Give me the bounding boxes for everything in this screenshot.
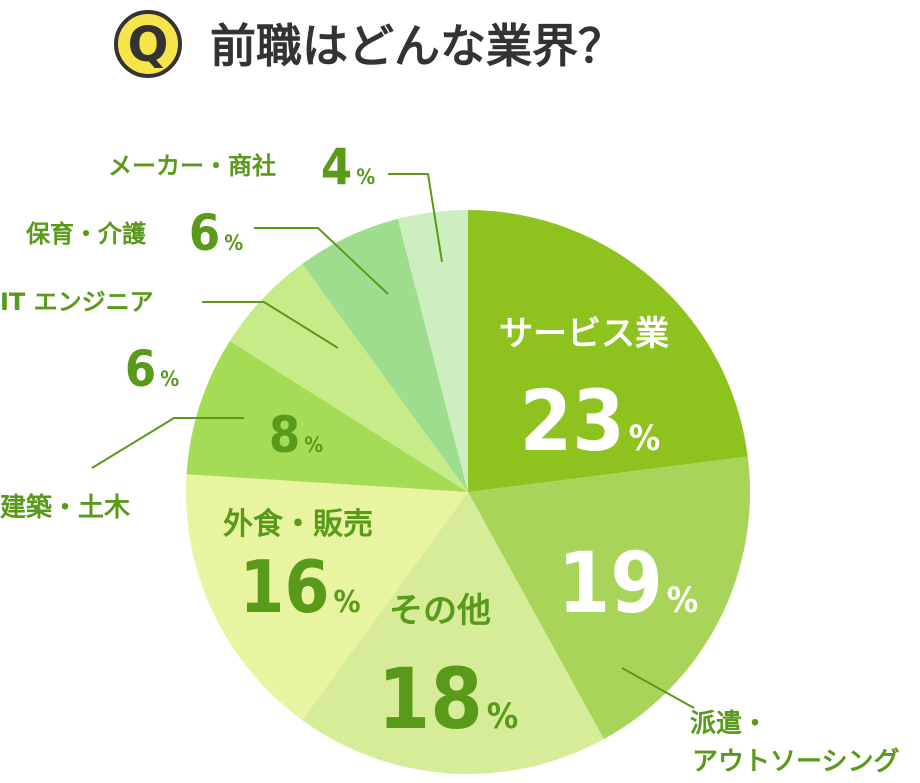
label-haken-line2: アウトソーシング — [692, 747, 899, 777]
pie-slice-service — [468, 209, 748, 492]
pie-slice-maker — [397, 210, 468, 492]
pie-slice-gaishoku — [186, 474, 468, 721]
value-kenchiku: 8% — [269, 406, 323, 464]
leader-it — [202, 301, 339, 349]
leader-kenchiku — [91, 417, 244, 469]
leader-hoiku — [254, 227, 389, 295]
q-badge-icon — [114, 10, 182, 78]
leader-haken — [621, 667, 695, 709]
q-badge-letter: Q — [128, 17, 169, 73]
pie-slice-other — [302, 492, 604, 774]
label-other: その他 — [389, 591, 491, 631]
label-it: IT エンジニア — [0, 288, 154, 316]
value-it: 6% — [125, 340, 179, 398]
chart-title: Q 前職はどんな業界？ — [114, 10, 624, 78]
pie-slice-it — [229, 263, 468, 492]
leader-maker — [388, 173, 443, 263]
label-gaishoku: 外食・販売 — [223, 507, 373, 542]
label-haken-line1: 派遣・ — [690, 709, 768, 739]
value-gaishoku: 16% — [239, 545, 360, 629]
value-other: 18% — [378, 650, 519, 748]
label-kenchiku: 建築・土木 — [0, 492, 130, 523]
label-maker: メーカー・商社 — [108, 152, 276, 180]
page-title: 前職はどんな業界？ — [210, 19, 624, 73]
pie-slice-haken — [468, 456, 751, 740]
label-service: サービス業 — [499, 314, 669, 354]
label-hoiku: 保育・介護 — [25, 220, 147, 248]
value-hoiku: 6% — [189, 204, 243, 262]
pie-slices — [186, 209, 751, 774]
pie-slice-hoiku — [302, 218, 468, 493]
value-service: 23% — [520, 372, 661, 470]
value-haken: 19% — [558, 534, 699, 632]
pie-slice-kenchiku — [186, 340, 468, 492]
value-maker: 4% — [321, 138, 375, 196]
leader-lines — [91, 173, 695, 709]
